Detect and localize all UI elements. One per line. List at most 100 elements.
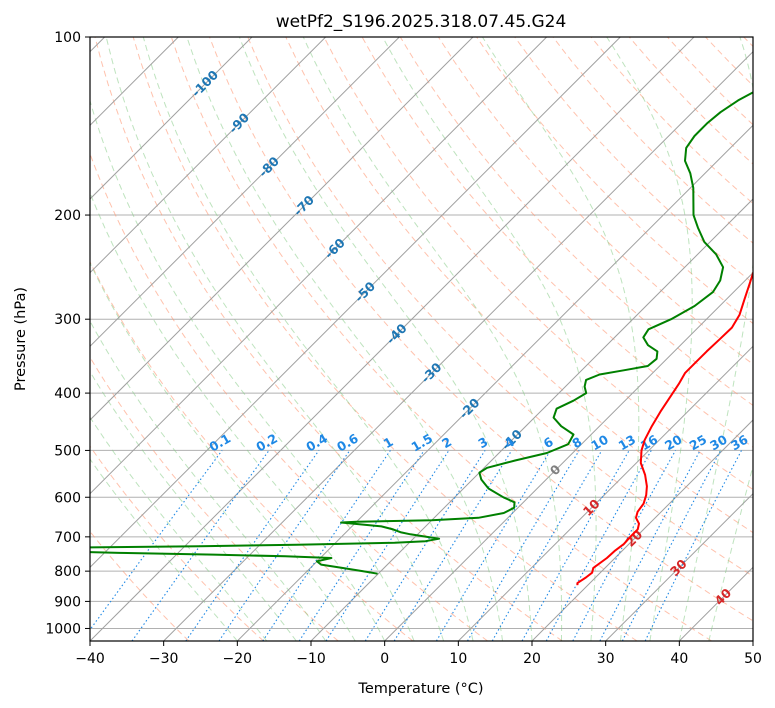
mixing-ratio-line bbox=[131, 450, 270, 641]
y-tick-label: 800 bbox=[54, 564, 81, 580]
x-tick-label: −20 bbox=[223, 651, 253, 667]
moist-adiabat-line bbox=[606, 37, 693, 641]
mixing-ratio-line bbox=[90, 450, 223, 631]
isotherm-line bbox=[457, 345, 753, 641]
mixing-ratio-line bbox=[185, 450, 320, 641]
moist-adiabat-line bbox=[302, 37, 563, 641]
y-tick-label: 700 bbox=[54, 530, 81, 546]
mixing-ratio-label: 2 bbox=[439, 434, 454, 451]
isotherm-line bbox=[605, 492, 753, 641]
x-tick-label: −40 bbox=[75, 651, 105, 667]
moist-adiabat-line bbox=[105, 37, 445, 641]
x-axis-ticks: −40 −30 −20 −10 0 10 20 30 40 50 bbox=[75, 641, 762, 667]
isotherm-line bbox=[90, 37, 400, 348]
mixing-ratio-line bbox=[393, 450, 513, 641]
dry-adiabat-line bbox=[90, 356, 339, 641]
dry-adiabat-line bbox=[705, 37, 753, 87]
y-tick-label: 100 bbox=[54, 30, 81, 46]
moist-adiabat-line bbox=[481, 37, 640, 641]
isotherm-line bbox=[531, 419, 753, 641]
sounding-profiles bbox=[90, 91, 753, 586]
moist-adiabat-line bbox=[382, 37, 597, 641]
isotherm-line bbox=[236, 124, 753, 641]
dry-adiabat-line bbox=[552, 37, 753, 244]
isotherm-line bbox=[678, 566, 753, 641]
y-tick-label: 900 bbox=[54, 594, 81, 610]
dewpoint-profile-line bbox=[90, 91, 753, 575]
moist-adiabat-line bbox=[142, 37, 474, 641]
mixing-ratio-label: 0.6 bbox=[334, 430, 361, 454]
x-tick-label: 50 bbox=[744, 651, 762, 667]
isotherm-line bbox=[90, 37, 695, 641]
mixing-ratio-line bbox=[521, 450, 630, 641]
dry-adiabat-line bbox=[743, 37, 753, 48]
mixing-ratio-line bbox=[325, 450, 450, 641]
moist-adiabat-line bbox=[238, 37, 533, 641]
y-tick-label: 1000 bbox=[45, 621, 81, 637]
x-tick-label: −10 bbox=[296, 651, 326, 667]
y-tick-label: 200 bbox=[54, 208, 81, 224]
y-tick-label: 500 bbox=[54, 443, 81, 459]
mixing-ratio-line bbox=[545, 450, 652, 641]
mixing-ratio-label: 1.5 bbox=[409, 430, 436, 454]
dry-adiabat-line bbox=[476, 37, 753, 325]
dry-adiabat-line bbox=[590, 37, 753, 205]
mixing-ratio-line bbox=[599, 450, 701, 641]
mixing-ratio-label: 0.1 bbox=[207, 430, 234, 454]
y-tick-label: 400 bbox=[54, 386, 81, 402]
moist-adiabat-line bbox=[186, 37, 503, 641]
isotherm-line bbox=[90, 37, 253, 200]
dry-adiabat-line bbox=[90, 152, 488, 641]
isotherm-line bbox=[384, 271, 753, 641]
x-tick-label: 0 bbox=[380, 651, 389, 667]
dry-adiabat-line bbox=[170, 37, 712, 641]
plot-frame bbox=[89, 36, 754, 642]
moist-adiabat-line bbox=[678, 37, 753, 641]
dry-adiabat-line bbox=[437, 37, 753, 365]
moist-adiabat-line bbox=[90, 416, 268, 641]
mixing-ratio-line bbox=[298, 450, 425, 641]
dry-adiabat-line bbox=[90, 260, 414, 641]
x-axis-title: Temperature (°C) bbox=[357, 681, 483, 697]
isotherm-line bbox=[90, 37, 548, 495]
dry-adiabat-line bbox=[209, 37, 753, 622]
isotherm-line bbox=[90, 37, 474, 421]
mixing-ratio-line bbox=[467, 450, 580, 641]
isotherm-line bbox=[752, 640, 753, 641]
isotherm-line bbox=[163, 50, 753, 641]
dry-adiabat-line bbox=[285, 37, 753, 534]
moist-adiabat-line bbox=[90, 261, 356, 641]
y-tick-label: 600 bbox=[54, 490, 81, 506]
y-tick-label: 300 bbox=[54, 312, 81, 328]
moist-adiabat-line bbox=[90, 320, 327, 641]
dry-adiabat-line bbox=[247, 37, 753, 577]
dry-adiabat-line bbox=[90, 445, 264, 641]
x-tick-label: 30 bbox=[597, 651, 615, 667]
background-lines bbox=[90, 37, 753, 641]
dry-adiabat-line bbox=[94, 37, 563, 641]
moist-adiabat-line bbox=[90, 370, 297, 641]
mixing-ratio-label: 0.2 bbox=[253, 430, 280, 454]
dry-adiabat-line bbox=[323, 37, 753, 491]
y-axis-ticks: 100 200 300 400 500 600 700 800 900 1000 bbox=[45, 30, 90, 637]
dry-adiabat-line bbox=[132, 37, 638, 641]
mixing-ratio-line bbox=[572, 450, 676, 641]
mixing-ratio-line bbox=[364, 450, 486, 641]
isotherm-label: 10 bbox=[580, 496, 603, 519]
x-tick-label: 10 bbox=[449, 651, 467, 667]
isotherm-line bbox=[90, 37, 621, 569]
chart-title: wetPf2_S196.2025.318.07.45.G24 bbox=[276, 12, 567, 32]
y-axis-title: Pressure (hPa) bbox=[13, 287, 29, 391]
mixing-ratio-line bbox=[262, 450, 391, 641]
isotherm-line bbox=[90, 37, 327, 274]
moist-adiabat-line bbox=[90, 458, 238, 641]
temperature-profile-line bbox=[576, 271, 753, 586]
x-tick-label: 40 bbox=[670, 651, 688, 667]
x-tick-label: −30 bbox=[149, 651, 179, 667]
mixing-ratio-line bbox=[621, 450, 722, 641]
isotherm-line bbox=[310, 198, 753, 641]
x-tick-label: 20 bbox=[523, 651, 541, 667]
moist-adiabat-line bbox=[90, 191, 386, 641]
